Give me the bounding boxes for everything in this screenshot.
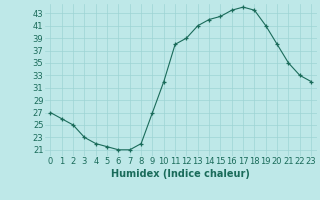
X-axis label: Humidex (Indice chaleur): Humidex (Indice chaleur): [111, 169, 250, 179]
